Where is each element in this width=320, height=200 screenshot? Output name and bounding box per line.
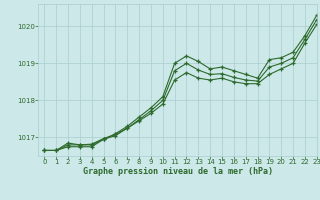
X-axis label: Graphe pression niveau de la mer (hPa): Graphe pression niveau de la mer (hPa): [83, 167, 273, 176]
